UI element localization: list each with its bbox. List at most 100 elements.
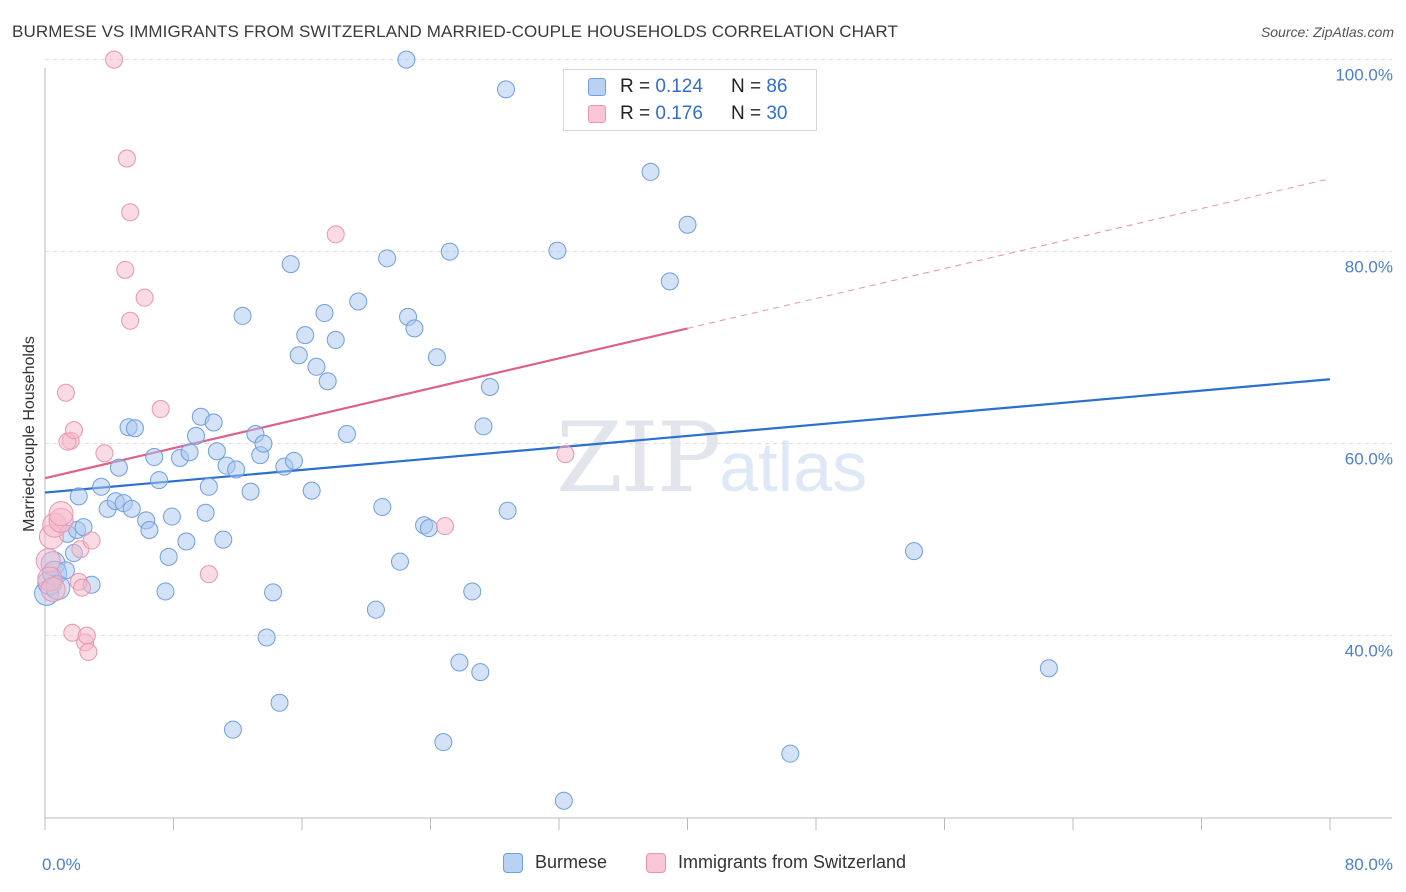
burmese-point	[296, 326, 315, 345]
legend-label-switzerland: Immigrants from Switzerland	[678, 852, 907, 872]
burmese-point	[257, 628, 276, 647]
switzerland-point	[326, 225, 345, 244]
burmese-point	[74, 518, 93, 537]
y-tick-label: 60.0%	[1345, 450, 1393, 469]
burmese-point	[302, 481, 321, 500]
switzerland-point	[199, 565, 218, 584]
switzerland-point	[117, 149, 136, 168]
legend-n-label: N =	[730, 103, 762, 124]
x-tick-label: 0.0%	[42, 855, 81, 874]
series-legend: Burmese Immigrants from Switzerland	[0, 852, 1406, 876]
burmese-point	[548, 241, 567, 260]
burmese-point	[474, 417, 493, 436]
burmese-point	[125, 419, 144, 438]
switzerland-trend-line	[44, 327, 688, 480]
switzerland-point	[116, 260, 135, 279]
data-points	[34, 50, 1058, 810]
switzerland-point	[40, 577, 66, 603]
y-tick-label: 100.0%	[1335, 66, 1393, 85]
watermark-zip: ZIP	[556, 402, 721, 514]
switzerland-trend-extension	[687, 178, 1331, 329]
burmese-point	[781, 744, 800, 763]
switzerland-point	[64, 421, 83, 440]
burmese-point	[405, 319, 424, 338]
burmese-point	[254, 434, 273, 453]
burmese-point	[177, 532, 196, 551]
burmese-point	[241, 482, 260, 501]
burmese-point	[378, 249, 397, 268]
burmese-point	[223, 720, 242, 739]
burmese-point	[307, 357, 326, 376]
legend-row-burmese: R = 0.124 N = 86	[588, 75, 787, 99]
burmese-point	[498, 501, 517, 520]
legend-r-value: 0.124	[655, 76, 703, 97]
burmese-point	[186, 426, 205, 445]
burmese-point	[318, 372, 337, 391]
switzerland-point	[82, 531, 101, 550]
burmese-point	[281, 255, 300, 274]
burmese-point	[159, 547, 178, 566]
legend-n-value: 86	[766, 76, 788, 97]
burmese-point	[284, 451, 303, 470]
switzerland-point	[95, 444, 114, 463]
x-tick-label: 80.0%	[1345, 855, 1393, 874]
switzerland-point	[435, 517, 454, 536]
legend-item-switzerland[interactable]: Immigrants from Switzerland	[646, 852, 906, 873]
burmese-point	[145, 448, 164, 467]
burmese-point	[471, 663, 490, 682]
y-axis-title: Married-couple Households	[21, 336, 38, 532]
burmese-point	[463, 582, 482, 601]
burmese-point	[337, 425, 356, 443]
y-tick-label: 80.0%	[1345, 258, 1393, 277]
burmese-point	[326, 330, 345, 349]
burmese-point	[554, 791, 573, 810]
watermark-atlas: atlas	[719, 428, 868, 506]
burmese-point	[270, 693, 289, 712]
watermark: ZIPatlas	[556, 402, 867, 514]
burmese-point	[641, 162, 660, 181]
swatch-switzerland	[646, 852, 666, 873]
burmese-point	[315, 304, 334, 323]
burmese-point	[450, 653, 469, 672]
burmese-point	[390, 552, 409, 571]
burmese-point	[207, 442, 226, 461]
burmese-point	[162, 507, 181, 526]
burmese-point	[264, 583, 283, 602]
switzerland-point	[77, 626, 96, 645]
burmese-point	[92, 477, 111, 496]
switzerland-point	[79, 642, 98, 661]
burmese-point	[366, 600, 385, 619]
burmese-point	[660, 272, 679, 291]
burmese-trend-line	[44, 378, 1331, 494]
burmese-point	[204, 413, 223, 432]
switzerland-point	[151, 400, 170, 419]
burmese-point	[496, 80, 515, 99]
burmese-point	[480, 377, 499, 396]
source-label: Source: ZipAtlas.com	[1260, 24, 1394, 40]
burmese-point	[419, 519, 438, 538]
burmese-point	[109, 458, 128, 477]
chart-title: BURMESE VS IMMIGRANTS FROM SWITZERLAND M…	[12, 22, 898, 41]
burmese-point	[156, 582, 175, 601]
switzerland-point	[105, 50, 124, 69]
burmese-point	[233, 306, 252, 325]
burmese-point	[427, 348, 446, 367]
y-tick-label: 40.0%	[1345, 642, 1393, 661]
burmese-point	[227, 460, 246, 479]
burmese-point	[440, 242, 459, 261]
burmese-point	[214, 530, 233, 549]
burmese-point	[1039, 659, 1058, 678]
burmese-point	[397, 50, 416, 69]
legend-row-switzerland: R = 0.176 N = 30	[588, 102, 787, 126]
burmese-point	[180, 443, 199, 462]
legend-r-label: R =	[620, 103, 651, 124]
switzerland-point	[72, 578, 91, 597]
switzerland-point	[556, 445, 575, 464]
grid	[45, 59, 1392, 637]
burmese-point	[349, 292, 368, 311]
axes	[44, 68, 1392, 830]
legend-item-burmese[interactable]: Burmese	[503, 852, 607, 873]
legend-r-label: R =	[620, 76, 651, 97]
burmese-point	[904, 542, 923, 561]
